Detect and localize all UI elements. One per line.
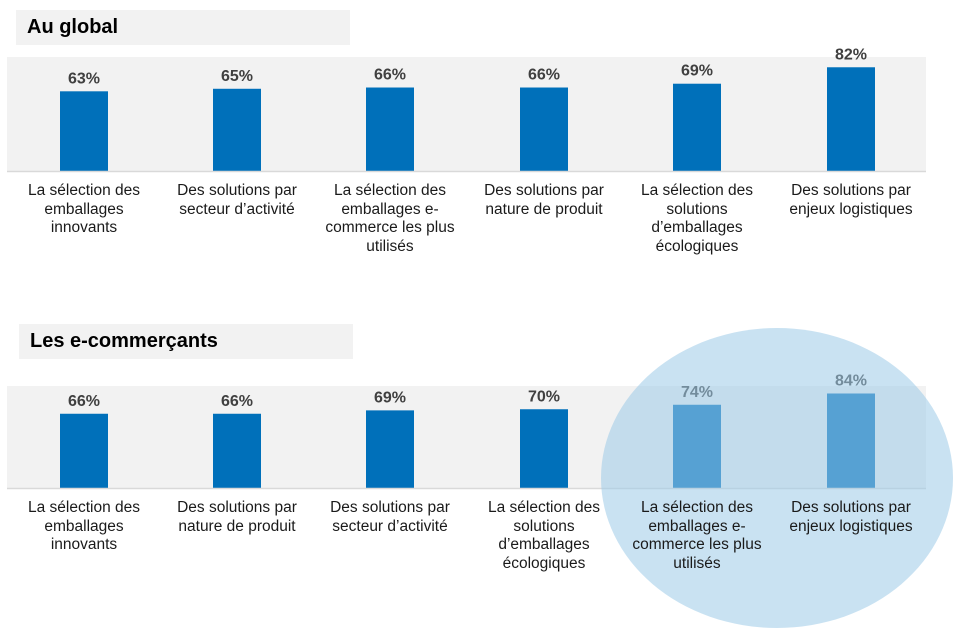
category-label-line: écologiques bbox=[655, 237, 739, 255]
category-label-line: d’emballages bbox=[498, 536, 590, 553]
category-label-line: Des solutions par bbox=[791, 182, 911, 199]
global-category-label-4: Des solutions par nature de produit bbox=[474, 182, 614, 219]
global-data-label-5: 69% bbox=[681, 63, 713, 80]
ecommercants-category-label-3: Des solutions par secteur d’activité bbox=[320, 499, 460, 536]
category-label-line: utilisés bbox=[366, 237, 414, 255]
section-title-ecommercants: Les e-commerçants bbox=[19, 324, 353, 359]
category-label-line: Des solutions par bbox=[177, 182, 297, 199]
ecommercants-category-label-1: La sélection des emballages innovants bbox=[14, 499, 154, 555]
global-category-label-5: La sélection des solutions d’emballages éco… bbox=[627, 182, 767, 256]
category-label-line: utilisés bbox=[673, 554, 721, 572]
category-label-line: enjeux logistiques bbox=[789, 517, 913, 535]
global-bar-1 bbox=[60, 91, 108, 171]
category-label-line: La sélection des bbox=[27, 499, 141, 516]
global-data-label-1: 63% bbox=[68, 70, 100, 87]
global-bar-5 bbox=[673, 83, 721, 171]
global-category-label-1: La sélection des emballages innovants bbox=[14, 182, 154, 238]
category-label-line: La sélection des bbox=[640, 499, 754, 516]
section-title-ecommercants-text: Les e-commerçants bbox=[30, 330, 218, 352]
category-label-line: Des solutions par bbox=[484, 182, 604, 199]
ecommercants-category-label-4: La sélection des solutions d’emballages éco… bbox=[474, 499, 614, 573]
category-label-line: Des solutions par bbox=[177, 499, 297, 516]
global-data-label-4: 66% bbox=[528, 67, 560, 84]
ecommercants-category-label-5: La sélection des emballages e-commerce le… bbox=[627, 499, 767, 573]
category-label-line: Des solutions par bbox=[791, 499, 911, 516]
category-label-line: La sélection des bbox=[640, 182, 754, 199]
category-label-line: d’emballages bbox=[651, 219, 743, 236]
category-label-line: innovants bbox=[50, 536, 118, 553]
global-plot-area bbox=[7, 57, 926, 171]
global-bar-6 bbox=[827, 67, 875, 171]
global-bar-2 bbox=[213, 88, 261, 171]
category-label-line: secteur d’activité bbox=[179, 200, 295, 218]
category-label-line: secteur d’activité bbox=[332, 517, 448, 535]
ecommercants-category-label-2: Des solutions par nature de produit bbox=[167, 499, 307, 536]
category-label-line: emballages e- bbox=[648, 517, 746, 535]
category-label-line: La sélection des bbox=[487, 499, 601, 516]
category-label-line: emballages bbox=[44, 517, 124, 535]
category-label-line: solutions bbox=[666, 200, 728, 218]
category-label-line: innovants bbox=[50, 219, 118, 236]
global-data-label-6: 82% bbox=[835, 46, 867, 63]
ecommercants-data-label-2: 66% bbox=[221, 393, 253, 410]
ecommercants-data-label-4: 70% bbox=[528, 388, 560, 405]
category-label-line: emballages bbox=[44, 200, 124, 218]
category-label-line: enjeux logistiques bbox=[789, 200, 913, 218]
category-label-line: solutions bbox=[513, 517, 575, 535]
category-label-line: nature de produit bbox=[178, 517, 296, 535]
category-label-line: écologiques bbox=[502, 554, 586, 572]
ecommercants-category-label-6: Des solutions par enjeux logistiques bbox=[781, 499, 921, 536]
ecommercants-bar-4 bbox=[520, 409, 568, 488]
global-bar-3 bbox=[366, 87, 414, 171]
category-label-line: commerce les plus bbox=[632, 536, 762, 553]
category-label-line: commerce les plus bbox=[325, 219, 455, 236]
category-label-line: nature de produit bbox=[485, 200, 603, 218]
ecommercants-bar-3 bbox=[366, 410, 414, 488]
ecommercants-highlight-ellipse bbox=[601, 328, 953, 628]
ecommercants-data-label-3: 69% bbox=[374, 389, 406, 406]
category-label-line: emballages e- bbox=[341, 200, 439, 218]
global-category-label-3: La sélection des emballages e-commerce le… bbox=[320, 182, 460, 256]
global-bar-4 bbox=[520, 87, 568, 171]
ecommercants-bar-1 bbox=[60, 413, 108, 488]
section-title-global: Au global bbox=[16, 10, 350, 45]
ecommercants-bar-2 bbox=[213, 413, 261, 488]
global-category-label-2: Des solutions par secteur d’activité bbox=[167, 182, 307, 219]
global-category-label-6: Des solutions par enjeux logistiques bbox=[781, 182, 921, 219]
global-data-label-2: 65% bbox=[221, 68, 253, 85]
category-label-line: Des solutions par bbox=[330, 499, 450, 516]
category-label-line: La sélection des bbox=[333, 182, 447, 199]
global-data-label-3: 66% bbox=[374, 67, 406, 84]
category-label-line: La sélection des bbox=[27, 182, 141, 199]
section-title-global-text: Au global bbox=[27, 16, 119, 38]
ecommercants-data-label-1: 66% bbox=[68, 393, 100, 410]
